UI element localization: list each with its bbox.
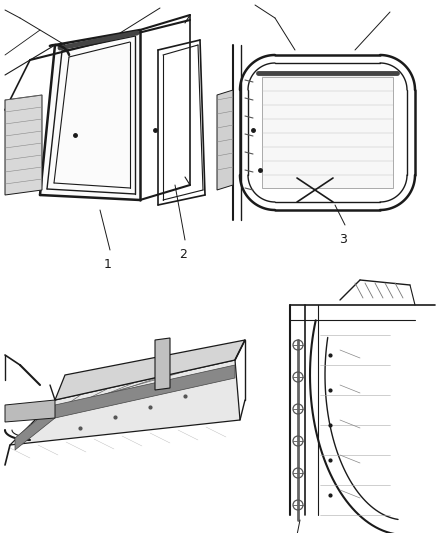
Polygon shape — [262, 77, 393, 188]
Polygon shape — [155, 338, 170, 390]
Text: 1: 1 — [104, 258, 112, 271]
Polygon shape — [217, 90, 233, 190]
Polygon shape — [15, 365, 235, 450]
Polygon shape — [55, 340, 245, 400]
Polygon shape — [5, 95, 42, 195]
Polygon shape — [5, 400, 55, 422]
Polygon shape — [10, 360, 240, 445]
Text: 2: 2 — [179, 248, 187, 261]
Text: 3: 3 — [339, 233, 347, 246]
Polygon shape — [40, 30, 140, 200]
